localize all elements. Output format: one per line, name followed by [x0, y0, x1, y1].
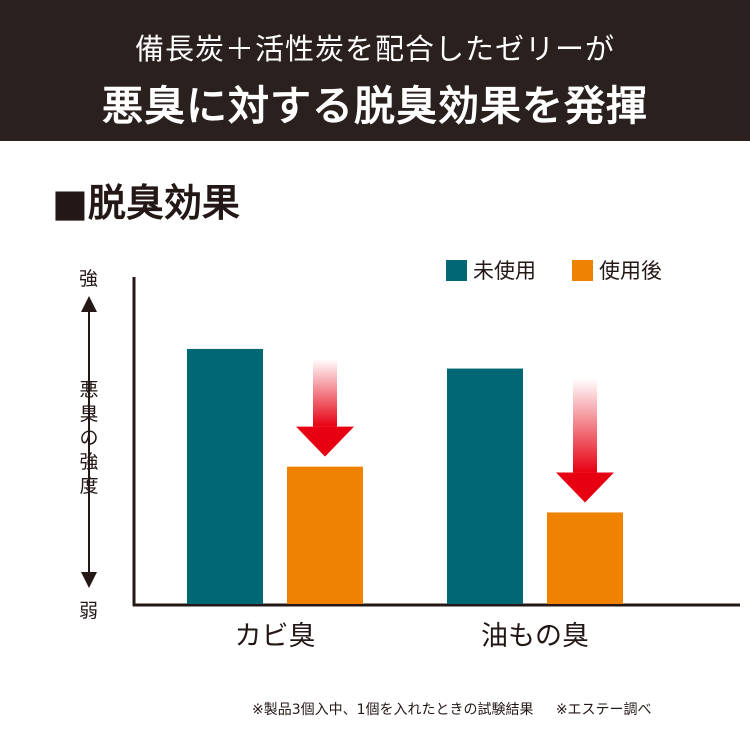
header-title: 悪臭に対する脱臭効果を発揮 — [102, 82, 648, 130]
bar-used-1 — [547, 512, 623, 604]
bar-unused-1 — [447, 368, 523, 604]
bar-unused-0 — [187, 348, 263, 604]
footnote: ※製品3個入中、1個を入れたときの試験結果 ※エステー調べ — [252, 699, 652, 719]
legend-item-unused: 未使用 — [446, 255, 536, 285]
y-tick-strong: 強 — [79, 268, 99, 290]
header-banner: 備長炭＋活性炭を配合したゼリーが 悪臭に対する脱臭効果を発揮 — [0, 0, 750, 141]
legend-item-used: 使用後 — [572, 255, 662, 285]
legend-label: 使用後 — [599, 259, 662, 283]
y-double-arrow — [81, 296, 97, 588]
header-subtitle: 備長炭＋活性炭を配合したゼリーが — [134, 32, 615, 66]
bar-used-0 — [287, 466, 363, 604]
y-tick-weak: 弱 — [79, 600, 99, 622]
decrease-arrow-icon — [296, 358, 354, 457]
section-title: ■脱臭効果 — [52, 181, 240, 225]
legend-label: 未使用 — [473, 259, 536, 283]
x-category-oil: 油もの臭 — [481, 621, 589, 652]
legend-swatch — [572, 259, 593, 281]
decrease-arrow-icon — [556, 378, 614, 503]
footnote-source: ※エステー調べ — [555, 702, 652, 718]
footnote-test: ※製品3個入中、1個を入れたときの試験結果 — [252, 702, 534, 718]
x-category-mold: カビ臭 — [234, 621, 316, 652]
legend-swatch — [446, 259, 467, 281]
